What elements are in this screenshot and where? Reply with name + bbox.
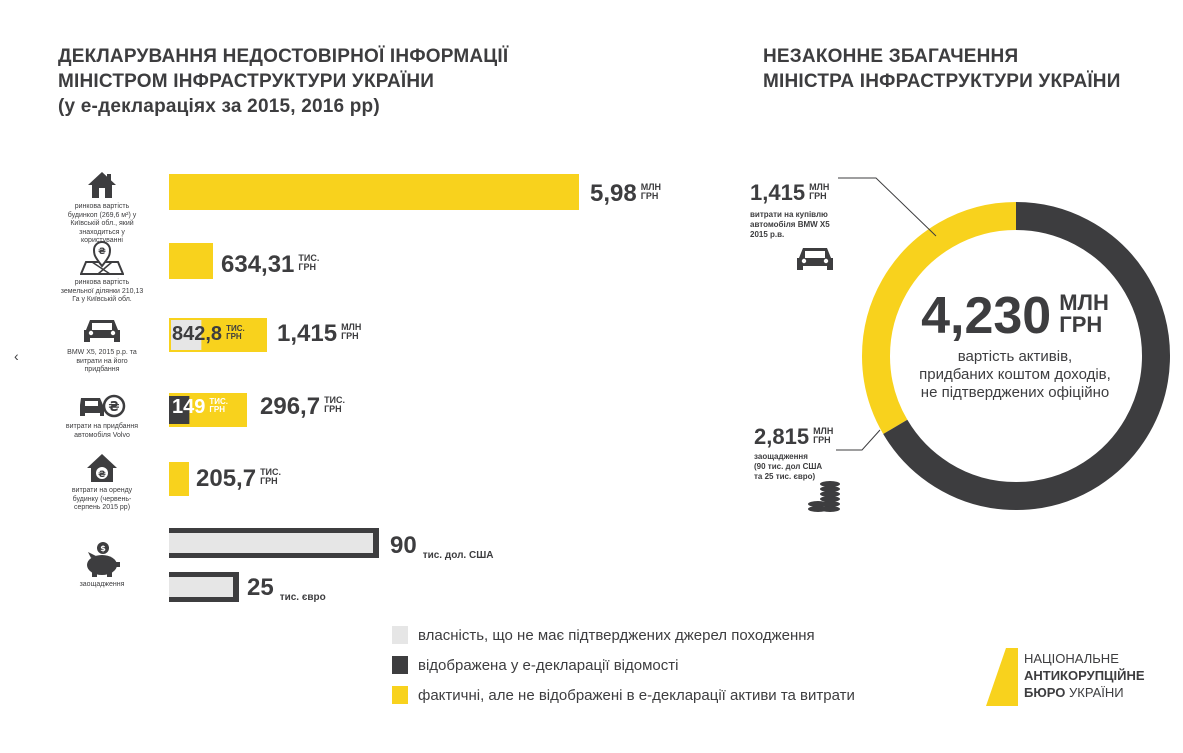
svg-text:₴: ₴: [108, 400, 119, 415]
svg-text:₴: ₴: [98, 470, 106, 480]
left-title-line1: ДЕКЛАРУВАННЯ НЕДОСТОВІРНОЇ ІНФОРМАЦІЇ: [58, 46, 509, 67]
left-title: ДЕКЛАРУВАННЯ НЕДОСТОВІРНОЇ ІНФОРМАЦІЇ МІ…: [58, 44, 508, 119]
bar-2-undeclared: [169, 243, 213, 279]
inner-label-car: 842,8 ТИС. ГРН: [172, 324, 245, 344]
logo-line3a: БЮРО: [1024, 685, 1066, 700]
value-number: 5,98: [590, 180, 637, 207]
bar-3-declared: [171, 320, 202, 350]
legend-text: фактичні, але не відображені в е-деклара…: [418, 686, 855, 704]
value-label-usd: 90 тис. дол. США: [390, 534, 493, 568]
bar-5-undeclared: [169, 462, 189, 496]
svg-text:₴: ₴: [98, 247, 106, 257]
legend-item-yellow: фактичні, але не відображені в е-деклара…: [392, 686, 855, 704]
value-unit: ТИС. ГРН: [324, 395, 346, 414]
value-label-house: 5,98 МЛН ГРН: [590, 182, 661, 206]
value-number: 1,415: [277, 320, 338, 347]
legend-item-light: власність, що не має підтверджених джере…: [392, 626, 815, 644]
value-unit: ТИС. ГРН: [298, 253, 320, 272]
value-number: 634,31: [221, 251, 295, 278]
legend-text: відображена у е-декларації відомості: [418, 656, 679, 674]
car-segment-value: 1,415 МЛН ГРН: [750, 180, 830, 205]
row-car: BMW X5, 2015 р.р. та витрати на його при…: [60, 316, 144, 375]
row-car-money: ₴ витрати на придбання автомобіля Volvo: [60, 392, 144, 440]
donut-desc-line2: придбаних коштом доходів,: [919, 366, 1111, 383]
house-money-icon: ₴: [87, 454, 117, 482]
value-number: 25: [247, 574, 274, 601]
savings-segment-value: 2,815 МЛН ГРН: [754, 424, 834, 449]
donut-total-unit: МЛН ГРН: [1059, 290, 1109, 337]
row-land: ₴ ринкова вартість земельної ділянки 210…: [60, 240, 144, 305]
donut-center: 4,230 МЛН ГРН вартість активів, придбаних…: [900, 290, 1130, 402]
value-label-rent: 205,7 ТИС. ГРН: [196, 467, 281, 491]
row-label: витрати на придбання автомобіля Volvo: [65, 423, 139, 439]
inner-unit: ТИС. ГРН: [209, 397, 229, 414]
row-house-money: ₴ витрати на оренду будинку (червень-сер…: [60, 452, 144, 513]
land-pin-icon: ₴: [80, 241, 124, 275]
value-label-eur: 25 тис. євро: [247, 576, 326, 610]
inner-unit: ТИС. ГРН: [226, 324, 245, 341]
logo-line2: АНТИКОРУПЦІЙНЕ: [1024, 668, 1145, 683]
bar-savings-eur: [169, 577, 233, 597]
value-number: 90: [390, 532, 417, 559]
right-title-line1: НЕЗАКОННЕ ЗБАГАЧЕННЯ: [763, 46, 1019, 67]
inner-number: 842,8: [172, 323, 223, 345]
value-unit: МЛН ГРН: [341, 322, 362, 341]
row-label: ринкова вартість земельної ділянки 210,1…: [60, 279, 144, 303]
legend-swatch: [392, 656, 408, 674]
left-title-line3: (у е-деклараціях за 2015, 2016 рр): [58, 96, 380, 117]
savings-segment-label: заощадження (90 тис. дол США та 25 тис. …: [754, 452, 823, 481]
row-label: витрати на оренду будинку (червень-серпе…: [71, 487, 133, 511]
right-title-line2: МІНІСТРА ІНФРАСТРУКТУРИ УКРАЇНИ: [763, 71, 1121, 92]
donut-total-value: 4,230: [921, 287, 1052, 345]
nabu-logo-text: НАЦІОНАЛЬНЕ АНТИКОРУПЦІЙНЕ БЮРО УКРАЇНИ: [1024, 650, 1145, 701]
value-unit: ТИС. ГРН: [260, 467, 282, 486]
car-money-icon: ₴: [80, 394, 126, 418]
value-number: 296,7: [260, 393, 321, 420]
nabu-logo-mark: [986, 648, 1018, 706]
svg-text:$: $: [100, 544, 106, 553]
legend-item-dark: відображена у е-декларації відомості: [392, 656, 678, 674]
piggy-bank-icon: $: [87, 542, 120, 577]
logo-line1: НАЦІОНАЛЬНЕ: [1024, 651, 1119, 666]
value-unit: тис. дол. США: [422, 550, 494, 561]
value-unit: тис. євро: [279, 592, 326, 603]
donut-segment-savings: [883, 202, 1170, 510]
bar-1-undeclared: [169, 174, 579, 210]
logo-line3b: УКРАЇНИ: [1069, 685, 1124, 700]
bar-savings-usd: [169, 533, 373, 553]
bar-4-declared: [169, 396, 190, 424]
inner-number: 149: [172, 396, 206, 418]
row-savings: $ заощадження: [60, 540, 144, 590]
left-title-line2: МІНІСТРОМ ІНФРАСТРУКТУРИ УКРАЇНИ: [58, 71, 435, 92]
row-label: BMW X5, 2015 р.р. та витрати на його при…: [67, 349, 137, 373]
row-label: заощадження: [79, 581, 125, 588]
donut-desc-line1: вартість активів,: [957, 348, 1073, 365]
value-label-land: 634,31 ТИС. ГРН: [221, 253, 319, 277]
value-label-car: 1,415 МЛН ГРН: [277, 322, 361, 346]
row-label: ринкова вартість будинкоп (269,6 м²) у К…: [67, 203, 137, 244]
inner-label-volvo: 149 ТИС. ГРН: [172, 397, 228, 417]
value-number: 205,7: [196, 465, 257, 492]
legend-swatch: [392, 686, 408, 704]
coins-icon: [808, 481, 840, 512]
right-title: НЕЗАКОННЕ ЗБАГАЧЕННЯ МІНІСТРА ІНФРАСТРУК…: [763, 44, 1121, 94]
car-segment-label: витрати на купівлю автомобіля BMW X5 201…: [750, 210, 830, 239]
value-label-volvo: 296,7 ТИС. ГРН: [260, 395, 345, 419]
row-house: ринкова вартість будинкоп (269,6 м²) у К…: [60, 170, 144, 246]
house-icon: [88, 172, 116, 198]
car-icon: [84, 320, 120, 342]
donut-segment-car: [862, 202, 1017, 434]
legend-text: власність, що не має підтверджених джере…: [418, 626, 815, 644]
legend-swatch: [392, 626, 408, 644]
donut-chart: [862, 202, 1170, 510]
value-unit: МЛН ГРН: [640, 182, 662, 201]
donut-desc-line3: не підтверджених офіційно: [920, 384, 1110, 401]
side-arrow[interactable]: ‹: [14, 348, 19, 364]
car-icon: [797, 248, 833, 270]
